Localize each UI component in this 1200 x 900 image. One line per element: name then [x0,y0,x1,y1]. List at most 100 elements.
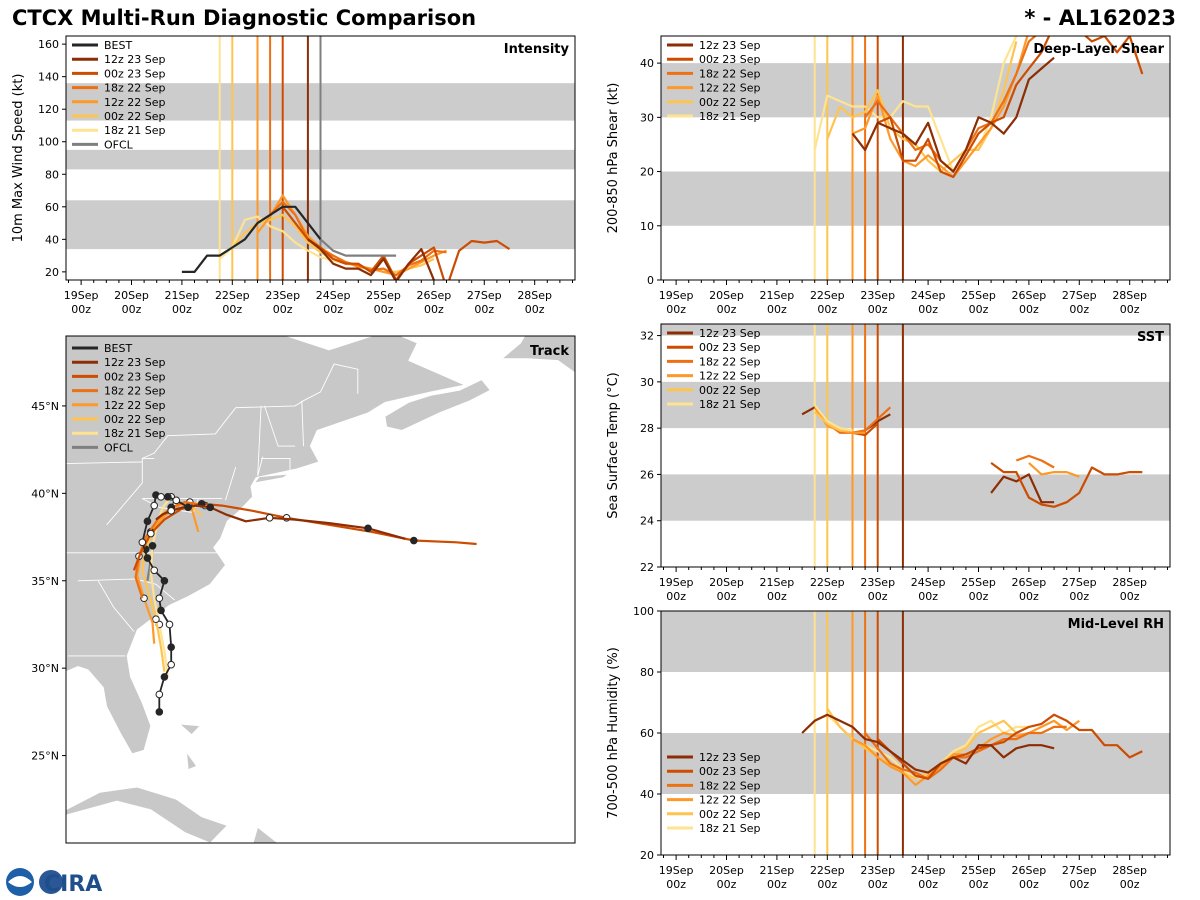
x-tick-label: 00z [868,590,888,603]
series-group [181,194,511,280]
x-tick-label: 00z [666,590,686,603]
y-tick-label: 40 [45,233,59,246]
north-america-land [66,336,467,755]
track-point [364,524,372,533]
x-tick-label: 23Sep [860,289,895,302]
y-tick-label: 100 [38,136,59,149]
y-tick-label: 28 [640,422,654,435]
track-point [155,594,164,603]
track-point [143,517,152,526]
panel-title: SST [1137,330,1164,345]
x-tick-label: 00z [918,590,938,603]
x-tick-label: 00z [424,303,444,316]
series-line-00z-22-sep [826,41,1018,173]
series-line-00z-23-sep [990,462,1143,508]
series-line-18z-22-sep [826,406,892,434]
x-tick-label: 21Sep [165,289,200,302]
state-border [264,405,296,447]
lat-tick-label: 30°N [31,662,59,675]
series-line-18z-21-sep [813,404,853,432]
x-tick-label: 00z [666,878,686,891]
x-tick-label: 00z [969,878,989,891]
x-tick-label: 00z [918,878,938,891]
x-tick-label: 26Sep [1012,289,1047,302]
legend-label: 12z 22 Sep [699,370,761,383]
y-tick-label: 140 [38,71,59,84]
track-point [410,536,418,545]
hispaniola-land [252,826,279,843]
y-axis-label: 10m Max Wind Speed (kt) [11,74,26,243]
x-tick-label: 20Sep [114,289,149,302]
y-axis-label: Sea Surface Temp (°C) [606,372,621,519]
legend-label: 12z 22 Sep [699,82,761,95]
series-line-12z-23-sep [851,56,1055,173]
y-tick-label: 30 [640,111,654,124]
y-tick-label: 30 [640,376,654,389]
track-point [172,496,181,505]
x-tick-label: 19Sep [64,289,99,302]
legend-label: 12z 23 Sep [104,53,166,66]
x-tick-label: 00z [1019,878,1039,891]
y-tick-label: 20 [640,849,654,862]
nova-scotia-land [384,379,491,431]
x-tick-label: 00z [1120,590,1140,603]
legend-label: 18z 21 Sep [699,110,761,123]
state-border [97,580,135,632]
track-point [138,538,147,547]
x-tick-label: 28Sep [517,289,552,302]
x-tick-label: 00z [1069,303,1089,316]
lat-tick-label: 45°N [31,400,59,413]
legend-label: 18z 21 Sep [699,822,761,835]
bahamas-land [185,750,198,771]
state-border [66,461,143,465]
track-point [206,503,215,512]
track-point [157,493,165,501]
map-group [66,336,575,843]
track-point [150,566,159,575]
y-tick-label: 60 [640,727,654,740]
series-group [813,36,1144,179]
x-tick-label: 00z [1120,303,1140,316]
x-tick-label: 00z [1120,878,1140,891]
threshold-band [661,171,1170,226]
x-tick-label: 00z [868,878,888,891]
series-group [801,707,1143,787]
x-tick-label: 00z [122,303,142,316]
track-point [164,493,172,501]
track-point [167,507,175,515]
state-border [141,457,155,483]
y-tick-label: 40 [640,57,654,70]
lat-tick-label: 40°N [31,487,59,500]
x-tick-label: 25Sep [366,289,401,302]
track-point [152,615,160,624]
track-point [184,503,192,512]
y-tick-label: 80 [640,666,654,679]
legend-label: OFCL [104,441,134,454]
x-tick-label: 00z [1019,303,1039,316]
legend-label: 18z 21 Sep [104,124,166,137]
x-tick-label: 00z [817,303,837,316]
threshold-band [661,381,1170,429]
y-tick-label: 26 [640,468,654,481]
globe-icon [39,870,63,894]
legend-label: 00z 22 Sep [699,808,761,821]
legend-label: 00z 22 Sep [104,110,166,123]
series-line-18z-22-sep [1015,454,1055,469]
panel-title: Track [530,344,569,359]
x-tick-label: 24Sep [911,576,946,589]
x-tick-label: 00z [1069,878,1089,891]
track-point [167,643,175,651]
x-tick-label: 00z [323,303,343,316]
state-border [142,363,359,459]
threshold-band [661,63,1170,118]
panel-title: Intensity [504,42,570,57]
legend-label: 00z 22 Sep [699,96,761,109]
x-tick-label: 00z [1069,590,1089,603]
x-tick-label: 20Sep [709,864,744,877]
x-tick-label: 27Sep [1062,864,1097,877]
legend-label: 18z 22 Sep [699,779,761,792]
x-tick-label: 25Sep [961,576,996,589]
x-tick-label: 00z [969,303,989,316]
legend-label: BEST [104,39,132,52]
